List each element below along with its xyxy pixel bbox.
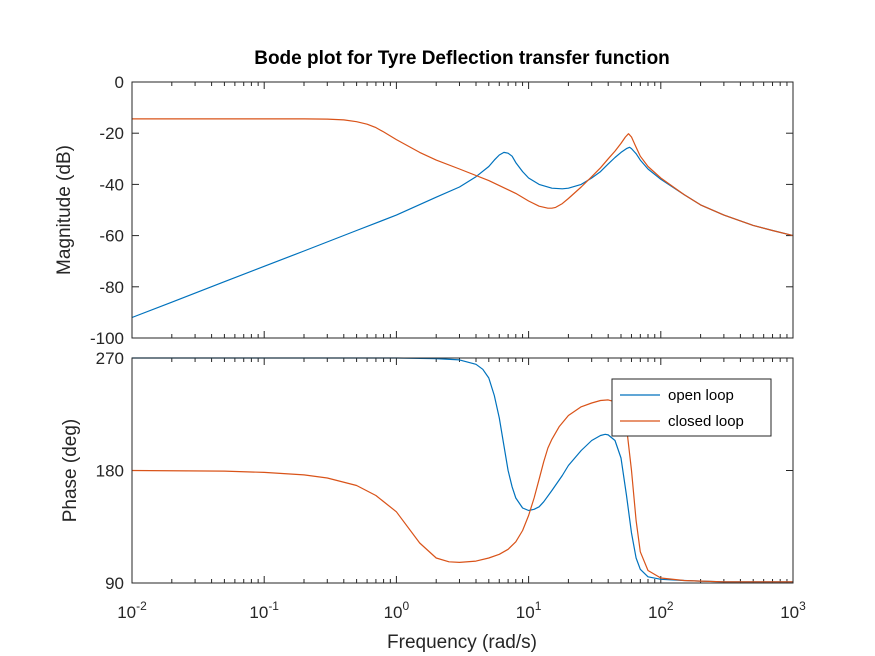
phase-ylabel: Phase (deg) (60, 419, 81, 523)
phase-line-open-loop (132, 357, 793, 583)
x-tick-label: 103 (780, 599, 806, 622)
magnitude-ytick-label: -20 (99, 124, 124, 143)
magnitude-ytick-label: -80 (99, 278, 124, 297)
x-tick-label: 10-2 (117, 599, 147, 622)
phase-axes-frame (131, 357, 794, 584)
legend-label-open-loop: open loop (668, 387, 734, 404)
magnitude-line-open-loop (131, 146, 794, 319)
legend-label-closed-loop: closed loop (668, 413, 744, 430)
magnitude-line-closed-loop (132, 118, 794, 237)
magnitude-ylabel: Magnitude (dB) (54, 145, 75, 275)
magnitude-plot-area (132, 82, 793, 338)
x-tick-label: 102 (648, 599, 674, 622)
x-tick-labels: 10-2 10-1 100 101 102 103 (117, 599, 806, 622)
x-tick-label: 100 (384, 599, 410, 622)
magnitude-axes-frame (131, 81, 794, 339)
phase-ytick-label: 90 (105, 574, 124, 593)
magnitude-ticks: 0 -20 -40 -60 -80 -100 (90, 73, 794, 348)
phase-panel: 270 180 90 Phase (deg) open loop closed loo… (60, 349, 794, 593)
magnitude-ytick-label: -60 (99, 227, 124, 246)
magnitude-lines (131, 118, 794, 319)
phase-ytick-label: 270 (96, 349, 124, 368)
phase-ytick-label: 180 (96, 462, 124, 481)
magnitude-ytick-label: -100 (90, 329, 124, 348)
x-tick-label: 10-1 (249, 599, 279, 622)
phase-lines (131, 357, 793, 583)
magnitude-panel: 0 -20 -40 -60 -80 -100 Magnitude (dB) (54, 73, 794, 348)
magnitude-ytick-label: -40 (99, 175, 124, 194)
phase-line-closed-loop (131, 399, 793, 583)
legend-box (611, 378, 772, 437)
legend: open loop closed loop (611, 378, 772, 437)
chart-title: Bode plot for Tyre Deflection transfer f… (254, 48, 670, 69)
x-axis-label: Frequency (rad/s) (387, 632, 537, 653)
x-tick-label: 101 (516, 599, 542, 622)
magnitude-ytick-label: 0 (115, 73, 124, 92)
